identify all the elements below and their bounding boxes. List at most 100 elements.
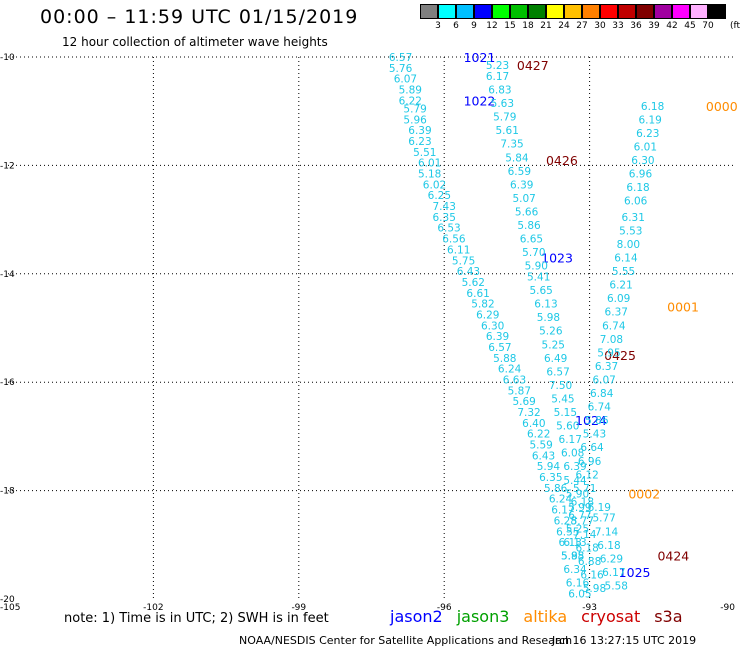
swh-value: 6.17 bbox=[551, 505, 574, 517]
swh-value: 6.19 bbox=[638, 114, 661, 126]
swh-value: 7.35 bbox=[500, 139, 523, 151]
swh-value: 6.57 bbox=[389, 52, 412, 64]
lon-tick-label: -93 bbox=[582, 603, 597, 613]
colorbar-label: 36 bbox=[630, 21, 642, 31]
lat-tick-label: -20 bbox=[0, 595, 15, 605]
swh-value: 6.23 bbox=[408, 136, 431, 148]
pass-time-label: 0424 bbox=[657, 549, 689, 564]
swh-value: 6.57 bbox=[488, 342, 511, 354]
pass-time-label: 1023 bbox=[541, 251, 573, 266]
colorbar-label: 45 bbox=[684, 21, 696, 31]
swh-value: 5.44 bbox=[563, 475, 587, 487]
pass-time-label: 1025 bbox=[619, 565, 651, 580]
colorbar-swatch bbox=[708, 4, 726, 19]
swh-value: 5.58 bbox=[605, 580, 628, 592]
swh-value: 5.90 bbox=[525, 261, 548, 273]
colorbar-label: 3 bbox=[435, 21, 441, 31]
swh-value: 5.69 bbox=[512, 396, 535, 408]
swh-value: 6.23 bbox=[636, 128, 659, 140]
colorbar-swatch bbox=[564, 4, 582, 19]
pass-time-label: 0000 bbox=[706, 99, 738, 114]
colorbar-label: 18 bbox=[522, 21, 534, 31]
swh-value: 5.55 bbox=[612, 266, 635, 278]
swh-value: 5.63 bbox=[491, 98, 514, 110]
swh-value: 5.25 bbox=[566, 524, 589, 536]
colorbar-unit: (ft) bbox=[730, 21, 740, 31]
colorbar-swatch bbox=[420, 4, 438, 19]
swh-value: 6.07 bbox=[394, 74, 417, 86]
swh-value: 7.14 bbox=[595, 526, 619, 538]
swh-value: 5.95 bbox=[597, 347, 620, 359]
colorbar-swatch bbox=[510, 4, 528, 19]
swh-value: 6.55 bbox=[556, 526, 579, 538]
swh-value: 5.84 bbox=[505, 152, 529, 164]
colorbar-label: 6 bbox=[453, 21, 459, 31]
swh-value: 5.71 bbox=[573, 483, 596, 495]
swh-value: 6.01 bbox=[418, 158, 441, 170]
swh-value: 6.06 bbox=[624, 196, 648, 208]
swh-value: 6.09 bbox=[607, 293, 630, 305]
swh-value: 6.17 bbox=[486, 71, 509, 83]
swh-value: 6.16 bbox=[580, 570, 604, 582]
swh-value: 5.76 bbox=[389, 63, 413, 75]
swh-value: 6.22 bbox=[399, 95, 422, 107]
swh-value: 5.98 bbox=[537, 312, 560, 324]
swh-value: 5.66 bbox=[515, 206, 539, 218]
colorbar-label: 70 bbox=[702, 21, 714, 31]
swh-value: 5.77 bbox=[571, 515, 594, 527]
swh-value: 6.49 bbox=[544, 353, 567, 365]
swh-value: 6.56 bbox=[442, 234, 466, 246]
swh-value: 6.65 bbox=[520, 234, 543, 246]
generated-timestamp: Jan 16 13:27:15 UTC 2019 bbox=[552, 634, 697, 647]
swh-value: 6.39 bbox=[408, 125, 431, 137]
swh-value: 6.08 bbox=[561, 448, 584, 460]
swh-value: 5.51 bbox=[413, 147, 436, 159]
swh-value: 6.14 bbox=[614, 253, 638, 265]
lon-tick-label: -96 bbox=[437, 603, 452, 613]
swh-value: 6.19 bbox=[588, 502, 611, 514]
pass-time-label: 0001 bbox=[667, 299, 699, 314]
colorbar-label: 39 bbox=[648, 21, 660, 31]
swh-value: 5.94 bbox=[537, 461, 561, 473]
swh-value: 6.13 bbox=[559, 537, 582, 549]
swh-value: 6.39 bbox=[563, 461, 586, 473]
swh-value: 5.18 bbox=[418, 169, 441, 181]
swh-value: 5.98 bbox=[583, 583, 606, 595]
lat-tick-label: -10 bbox=[0, 53, 15, 63]
colorbar-swatch bbox=[636, 4, 654, 19]
swh-value: 5.82 bbox=[471, 299, 494, 311]
colorbar-swatch bbox=[546, 4, 564, 19]
swh-value: 6.17 bbox=[602, 567, 625, 579]
swh-value: 6.29 bbox=[476, 309, 499, 321]
swh-value: 6.59 bbox=[508, 166, 531, 178]
swh-value: 5.87 bbox=[508, 385, 531, 397]
swh-value: 6.17 bbox=[559, 434, 582, 446]
swh-value: 6.30 bbox=[631, 155, 654, 167]
swh-value: 6.53 bbox=[437, 223, 460, 235]
swh-value: 6.74 bbox=[588, 402, 612, 414]
swh-value: 6.18 bbox=[626, 182, 649, 194]
satellite-key: jason2 jason3 altika cryosat s3a bbox=[390, 607, 697, 626]
swh-value: 6.34 bbox=[563, 564, 587, 576]
colorbar-swatch bbox=[582, 4, 600, 19]
swh-value: 6.18 bbox=[641, 101, 664, 113]
swh-value: 6.39 bbox=[486, 331, 509, 343]
lat-tick-label: -12 bbox=[0, 161, 15, 171]
swh-value: 7.50 bbox=[549, 380, 572, 392]
colorbar-swatch bbox=[672, 4, 690, 19]
swh-value: 6.28 bbox=[554, 515, 577, 527]
colorbar-label: 12 bbox=[486, 21, 498, 31]
swh-value: 7.32 bbox=[517, 407, 540, 419]
swh-value: 5.86 bbox=[585, 415, 609, 427]
swh-value: 7.14 bbox=[573, 529, 597, 541]
swh-value: 6.18 bbox=[597, 540, 620, 552]
satellite-key-cryosat: cryosat bbox=[581, 607, 641, 626]
swh-value: 6.02 bbox=[423, 179, 446, 191]
satellite-key-jason2: jason2 bbox=[390, 607, 443, 626]
colorbar-swatch bbox=[474, 4, 492, 19]
swh-value: 6.96 bbox=[578, 456, 602, 468]
swh-value: 6.13 bbox=[563, 537, 586, 549]
swh-value: 6.18 bbox=[575, 543, 598, 555]
swh-value: 6.43 bbox=[532, 450, 555, 462]
